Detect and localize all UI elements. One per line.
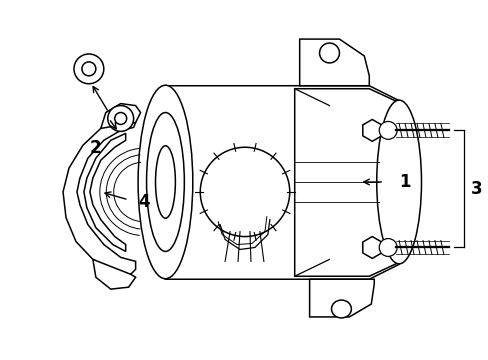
- Ellipse shape: [115, 113, 126, 125]
- Ellipse shape: [331, 300, 351, 318]
- Text: 3: 3: [470, 180, 481, 198]
- Polygon shape: [84, 133, 125, 251]
- Ellipse shape: [74, 54, 103, 84]
- Polygon shape: [299, 39, 368, 86]
- Ellipse shape: [146, 113, 184, 251]
- Text: 1: 1: [398, 173, 410, 191]
- Polygon shape: [309, 279, 373, 317]
- Ellipse shape: [107, 105, 133, 131]
- Ellipse shape: [379, 121, 396, 139]
- Ellipse shape: [200, 147, 289, 237]
- Ellipse shape: [319, 43, 339, 63]
- Ellipse shape: [138, 85, 192, 279]
- Ellipse shape: [82, 62, 96, 76]
- Ellipse shape: [379, 239, 396, 256]
- Polygon shape: [93, 260, 135, 289]
- Polygon shape: [63, 111, 135, 274]
- Ellipse shape: [155, 146, 175, 218]
- Polygon shape: [165, 86, 398, 279]
- Polygon shape: [101, 104, 141, 129]
- Polygon shape: [362, 237, 381, 258]
- Text: 2: 2: [90, 139, 102, 157]
- Polygon shape: [362, 120, 381, 141]
- Polygon shape: [294, 89, 398, 276]
- Text: 4: 4: [138, 193, 150, 211]
- Ellipse shape: [376, 100, 421, 264]
